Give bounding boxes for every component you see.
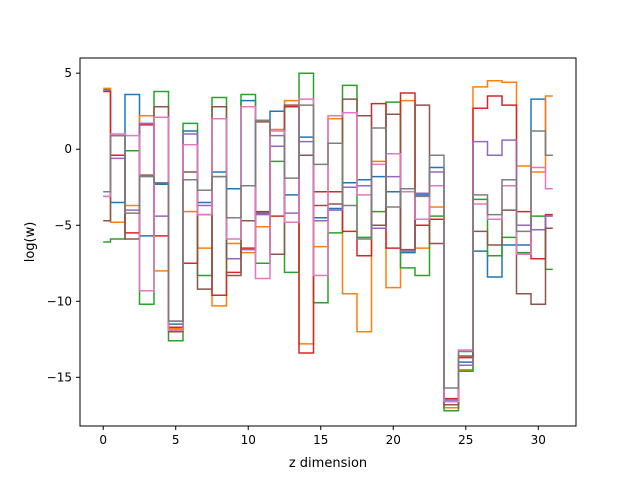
y-tick-label: −5 bbox=[54, 218, 72, 232]
y-axis-label: log(w) bbox=[23, 222, 38, 263]
y-tick-label: −10 bbox=[47, 294, 72, 308]
x-tick-label: 5 bbox=[172, 433, 180, 447]
plot-area bbox=[79, 57, 577, 427]
y-tick-label: 0 bbox=[64, 142, 72, 156]
x-axis-ticks: 0 5 10 15 20 25 30 bbox=[99, 426, 546, 447]
x-tick-label: 25 bbox=[458, 433, 473, 447]
x-tick-label: 10 bbox=[241, 433, 256, 447]
series-line-7 bbox=[103, 98, 553, 403]
series-line-8 bbox=[103, 104, 553, 389]
x-tick-label: 30 bbox=[531, 433, 546, 447]
x-tick-label: 15 bbox=[313, 433, 328, 447]
x-axis-label: z dimension bbox=[289, 456, 367, 471]
axes-frame bbox=[79, 57, 577, 427]
y-tick-label: −15 bbox=[47, 370, 72, 384]
x-tick-label: 20 bbox=[386, 433, 401, 447]
y-axis-ticks: −15 −10 −5 0 5 bbox=[47, 66, 80, 384]
x-tick-label: 0 bbox=[99, 433, 107, 447]
y-tick-label: 5 bbox=[64, 66, 72, 80]
series-layer bbox=[103, 72, 553, 412]
